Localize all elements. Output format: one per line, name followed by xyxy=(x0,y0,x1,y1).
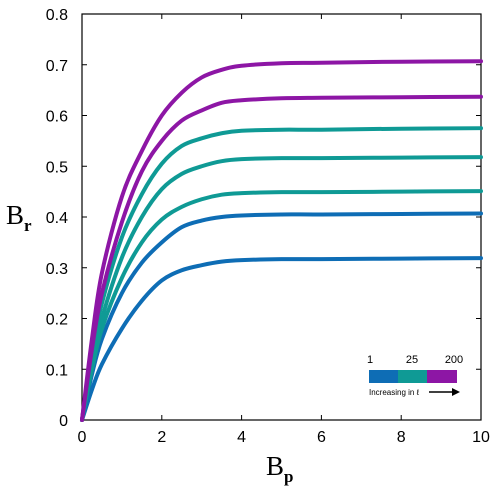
y-tick-label: 0.8 xyxy=(46,7,68,24)
legend-arrow-head-icon xyxy=(452,388,460,396)
legend-swatch-teal xyxy=(398,370,427,383)
x-tick-label: 4 xyxy=(237,429,246,446)
series-group xyxy=(80,59,483,422)
legend-note: Increasing in ℓ xyxy=(369,388,420,397)
series-line-7 xyxy=(80,59,483,422)
x-tick-label: 6 xyxy=(317,429,326,446)
series-line-2 xyxy=(80,211,483,422)
legend-swatch-blue xyxy=(369,370,398,383)
x-axis-title-subscript: p xyxy=(284,467,293,486)
x-tick-label: 2 xyxy=(157,429,166,446)
series-line-3 xyxy=(80,189,483,422)
x-axis-ticks: 0 2 4 6 8 10 xyxy=(78,14,490,446)
y-tick-label: 0.7 xyxy=(46,58,68,75)
y-tick-label: 0.1 xyxy=(46,362,68,379)
legend-swatch-purple xyxy=(427,370,457,383)
legend-label-1: 1 xyxy=(367,354,373,366)
y-axis-title-subscript: r xyxy=(24,216,32,235)
legend-label-2: 25 xyxy=(406,354,418,366)
x-tick-label: 8 xyxy=(397,429,406,446)
x-tick-label: 10 xyxy=(472,429,490,446)
y-axis-title: Br xyxy=(6,200,32,235)
series-line-1 xyxy=(80,256,483,422)
legend: 1 25 200 Increasing in ℓ xyxy=(367,354,463,397)
y-tick-label: 0.5 xyxy=(46,159,68,176)
y-tick-label: 0.4 xyxy=(46,210,68,227)
x-axis-title: Bp xyxy=(266,451,293,486)
y-tick-label: 0 xyxy=(59,413,68,430)
legend-label-3: 200 xyxy=(445,354,463,366)
y-tick-label: 0.6 xyxy=(46,109,68,126)
y-axis-ticks: 0 0.1 0.2 0.3 0.4 0.5 0.6 0.7 0.8 xyxy=(46,7,481,430)
y-tick-label: 0.3 xyxy=(46,261,68,278)
series-line-5 xyxy=(80,126,483,422)
y-tick-label: 0.2 xyxy=(46,312,68,329)
series-line-4 xyxy=(80,155,483,422)
x-tick-label: 0 xyxy=(78,429,87,446)
series-line-6 xyxy=(80,94,483,422)
